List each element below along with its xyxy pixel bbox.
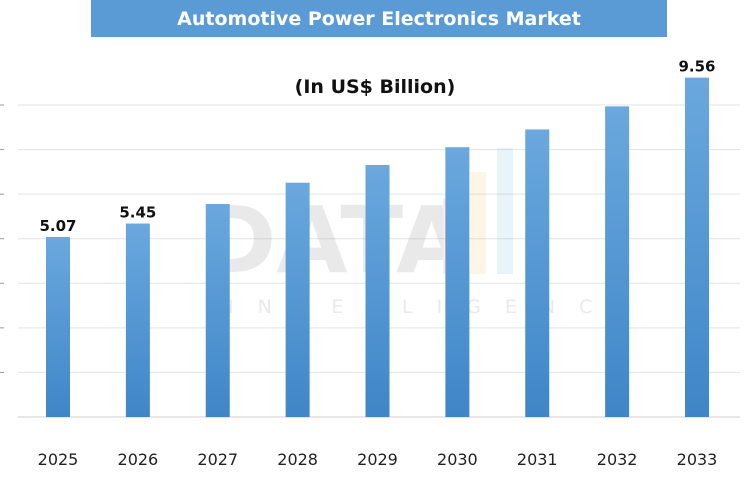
x-tick-label: 2028 xyxy=(277,450,318,469)
watermark-logo: DATA INTELLIGENCE xyxy=(200,148,628,318)
x-tick-label: 2026 xyxy=(118,450,159,469)
data-label-2025: 5.07 xyxy=(39,217,76,235)
bar-2033 xyxy=(685,77,709,418)
x-tick-label: 2025 xyxy=(38,450,79,469)
bar-2025 xyxy=(46,237,70,417)
chart-subtitle: (In US$ Billion) xyxy=(294,76,456,98)
chart-title: Automotive Power Electronics Market xyxy=(177,7,581,30)
watermark-bar-orange xyxy=(470,172,486,274)
x-tick-label: 2033 xyxy=(677,450,718,469)
bar-2029 xyxy=(365,164,390,417)
bar-2030 xyxy=(445,147,470,417)
watermark-bar-blue xyxy=(497,148,513,274)
data-label-2026: 5.45 xyxy=(119,204,156,222)
x-tick-label: 2030 xyxy=(437,450,478,469)
data-label-2033: 9.56 xyxy=(678,58,715,76)
bar-2027 xyxy=(205,204,230,417)
x-tick-label: 2032 xyxy=(597,450,638,469)
watermark-main-text: DATA xyxy=(200,187,467,294)
x-tick-label: 2027 xyxy=(197,450,238,469)
chart-title-banner: Automotive Power Electronics Market xyxy=(91,0,667,37)
bar-2026 xyxy=(125,223,150,417)
x-tick-label: 2029 xyxy=(357,450,398,469)
bar-2032 xyxy=(605,106,630,417)
bar-2031 xyxy=(525,129,550,417)
bar-2028 xyxy=(285,182,310,417)
x-tick-label: 2031 xyxy=(517,450,558,469)
